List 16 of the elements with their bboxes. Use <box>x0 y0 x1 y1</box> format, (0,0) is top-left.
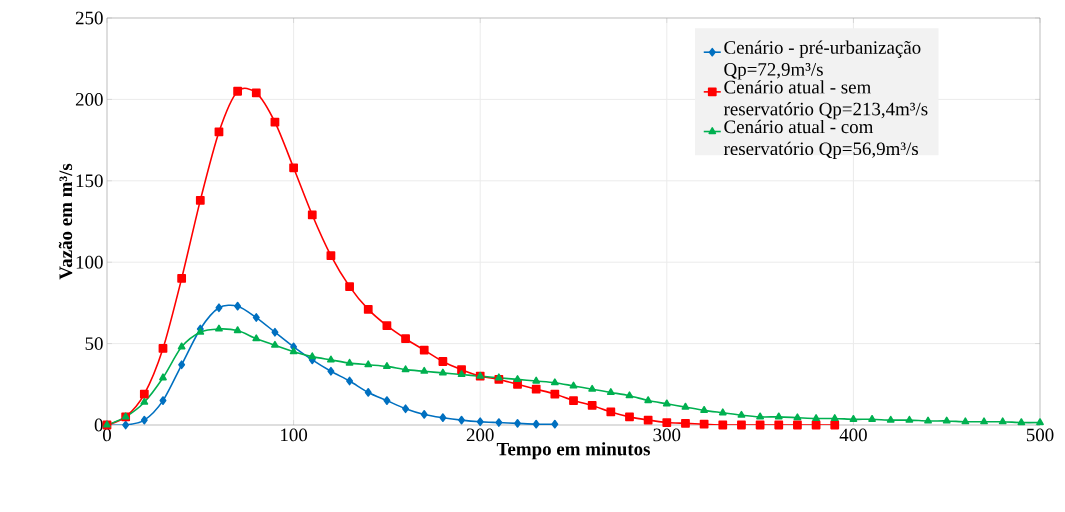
x-tick-label: 100 <box>281 428 308 442</box>
x-tick-label: 300 <box>653 428 681 442</box>
y-tick-label: 100 <box>76 255 103 269</box>
legend-label: Cenário - pré-urbanização Qp=72,9m³/s <box>724 40 921 80</box>
x-tick-label: 200 <box>466 428 494 442</box>
y-tick-label: 250 <box>75 11 103 25</box>
legend-label: Cenário atual - com reservatório Qp=56,9m³/s <box>723 119 918 159</box>
y-tick-label: 50 <box>85 337 103 350</box>
x-tick-label: 400 <box>839 428 867 442</box>
y-tick-label: 200 <box>75 93 103 106</box>
y-tick-label: 0 <box>94 418 103 432</box>
x-tick-label: 500 <box>1026 428 1054 442</box>
y-axis-title: Vazão em m³/s <box>58 163 73 280</box>
x-axis-title: Tempo em minutos <box>496 442 650 460</box>
legend-label: Cenário atual - sem reservatório Qp=213,4m³/s <box>723 80 928 120</box>
y-tick-label: 150 <box>76 174 103 188</box>
